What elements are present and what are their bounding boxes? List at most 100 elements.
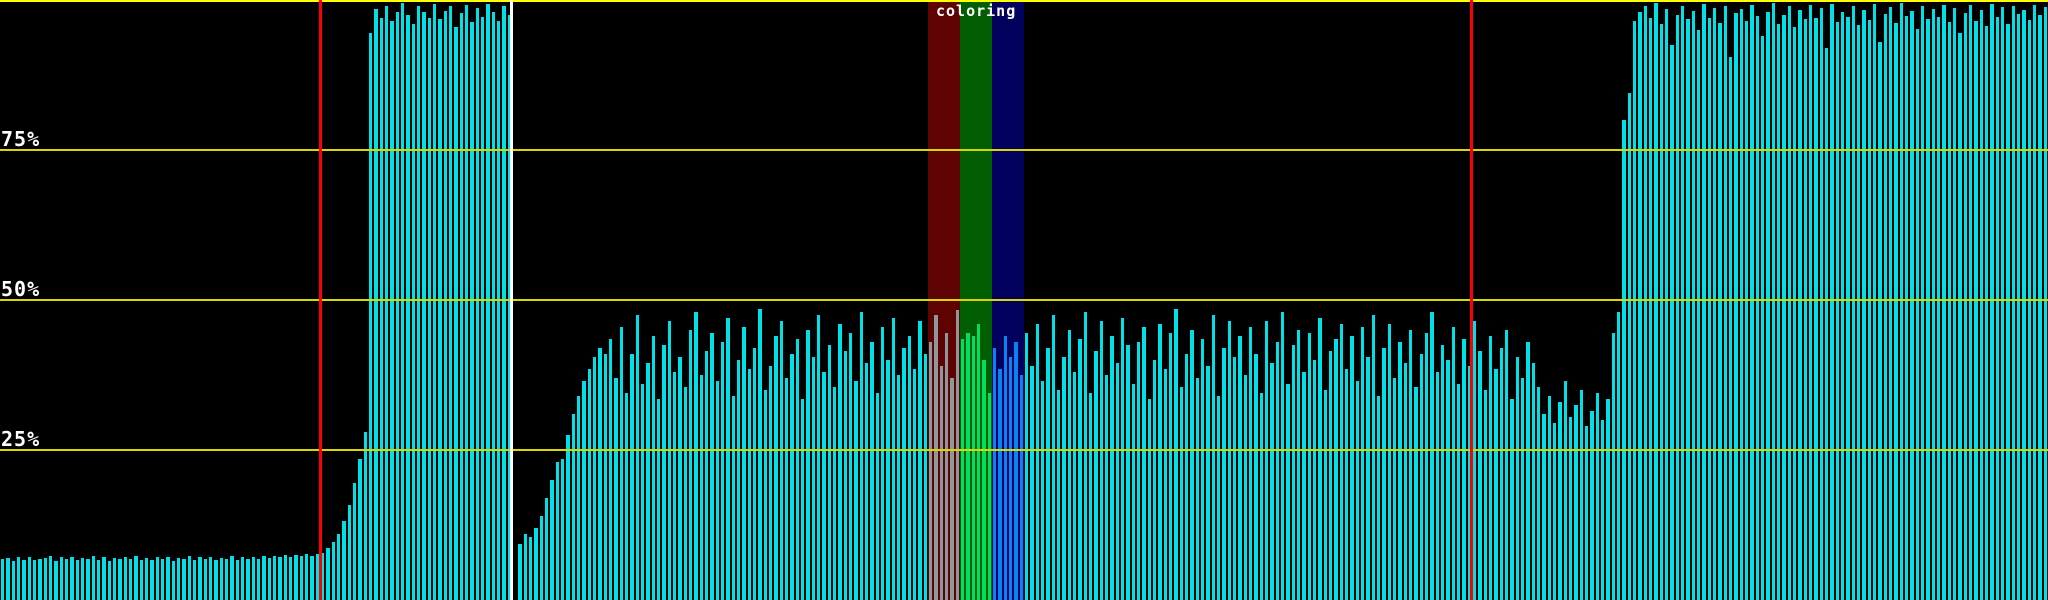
bar xyxy=(86,558,90,600)
bar xyxy=(923,354,928,600)
bar xyxy=(32,560,37,600)
bar xyxy=(278,557,282,600)
bar xyxy=(966,333,970,600)
bar xyxy=(1168,333,1173,600)
bar xyxy=(944,333,949,600)
bar xyxy=(1584,426,1589,600)
bar xyxy=(411,24,416,600)
bar xyxy=(160,559,165,600)
bar xyxy=(454,27,458,600)
bar xyxy=(1494,369,1498,600)
bar xyxy=(2006,24,2010,600)
bar xyxy=(1718,22,1722,600)
bar xyxy=(1366,357,1370,600)
bar xyxy=(1424,333,1429,600)
bar xyxy=(907,336,912,600)
bar xyxy=(1259,393,1264,600)
bar xyxy=(331,542,336,600)
bar xyxy=(1398,342,1402,600)
bar xyxy=(1355,381,1360,600)
bar xyxy=(1734,13,1738,600)
bar xyxy=(1888,6,1893,600)
bar xyxy=(1536,387,1541,600)
bar xyxy=(1915,28,1920,600)
bar xyxy=(544,498,549,600)
bar xyxy=(1078,339,1082,600)
bar xyxy=(742,327,746,600)
bar xyxy=(779,321,784,600)
bar xyxy=(390,21,394,600)
bar xyxy=(1147,399,1152,600)
bar xyxy=(806,330,810,600)
bar xyxy=(1862,9,1866,600)
bar xyxy=(982,360,986,600)
bar xyxy=(219,558,224,600)
bar xyxy=(704,351,709,600)
bar xyxy=(550,480,554,600)
bar xyxy=(1931,9,1936,600)
bar xyxy=(1478,351,1482,600)
bar xyxy=(1760,36,1765,600)
bar xyxy=(1664,9,1669,600)
bar xyxy=(1835,21,1840,600)
bar xyxy=(1067,330,1072,600)
bar xyxy=(971,336,976,600)
bar xyxy=(459,13,464,600)
gridline-50 xyxy=(0,299,2048,301)
bar xyxy=(859,312,864,600)
bar xyxy=(1728,57,1733,600)
bar xyxy=(11,561,16,600)
bar xyxy=(395,12,400,600)
bar xyxy=(891,318,896,600)
bar xyxy=(112,558,117,600)
bar xyxy=(1291,345,1296,600)
bar xyxy=(1302,372,1306,600)
bar xyxy=(736,360,741,600)
bar xyxy=(491,12,496,600)
bar xyxy=(352,483,357,600)
bar xyxy=(656,399,661,600)
bar xyxy=(16,557,21,600)
bar xyxy=(1766,12,1770,600)
bar xyxy=(1691,10,1696,600)
bar xyxy=(1515,357,1520,600)
bar xyxy=(688,330,693,600)
bar xyxy=(1819,8,1824,600)
bar xyxy=(1056,390,1061,600)
bar xyxy=(1179,387,1184,600)
bar xyxy=(443,10,448,600)
bar xyxy=(1227,321,1232,600)
bar xyxy=(1611,333,1616,600)
bar xyxy=(96,559,101,600)
bar xyxy=(960,339,965,600)
bar xyxy=(176,558,181,600)
bar xyxy=(1248,327,1253,600)
bar xyxy=(774,336,778,600)
bar xyxy=(1750,4,1754,600)
bar xyxy=(70,556,74,600)
bar xyxy=(102,557,106,600)
bar xyxy=(1558,402,1562,600)
axis-label-50: 50% xyxy=(1,277,41,301)
bar xyxy=(1435,372,1440,600)
bar xyxy=(1574,405,1578,600)
bar xyxy=(1520,378,1525,600)
bar xyxy=(214,560,218,600)
bar xyxy=(1654,3,1658,600)
bar xyxy=(1430,312,1434,600)
bar xyxy=(555,462,560,600)
bar xyxy=(1136,342,1141,600)
bar xyxy=(1926,18,1930,600)
bar xyxy=(342,520,346,600)
coloring-label: coloring xyxy=(936,2,1017,20)
bar xyxy=(1024,333,1029,600)
bar xyxy=(518,544,522,600)
bar xyxy=(475,7,480,600)
bar xyxy=(934,315,938,600)
bar xyxy=(800,399,805,600)
bar xyxy=(1504,330,1509,600)
bar xyxy=(1798,10,1802,600)
bar xyxy=(240,557,245,600)
bar xyxy=(827,345,832,600)
bar xyxy=(683,387,688,600)
